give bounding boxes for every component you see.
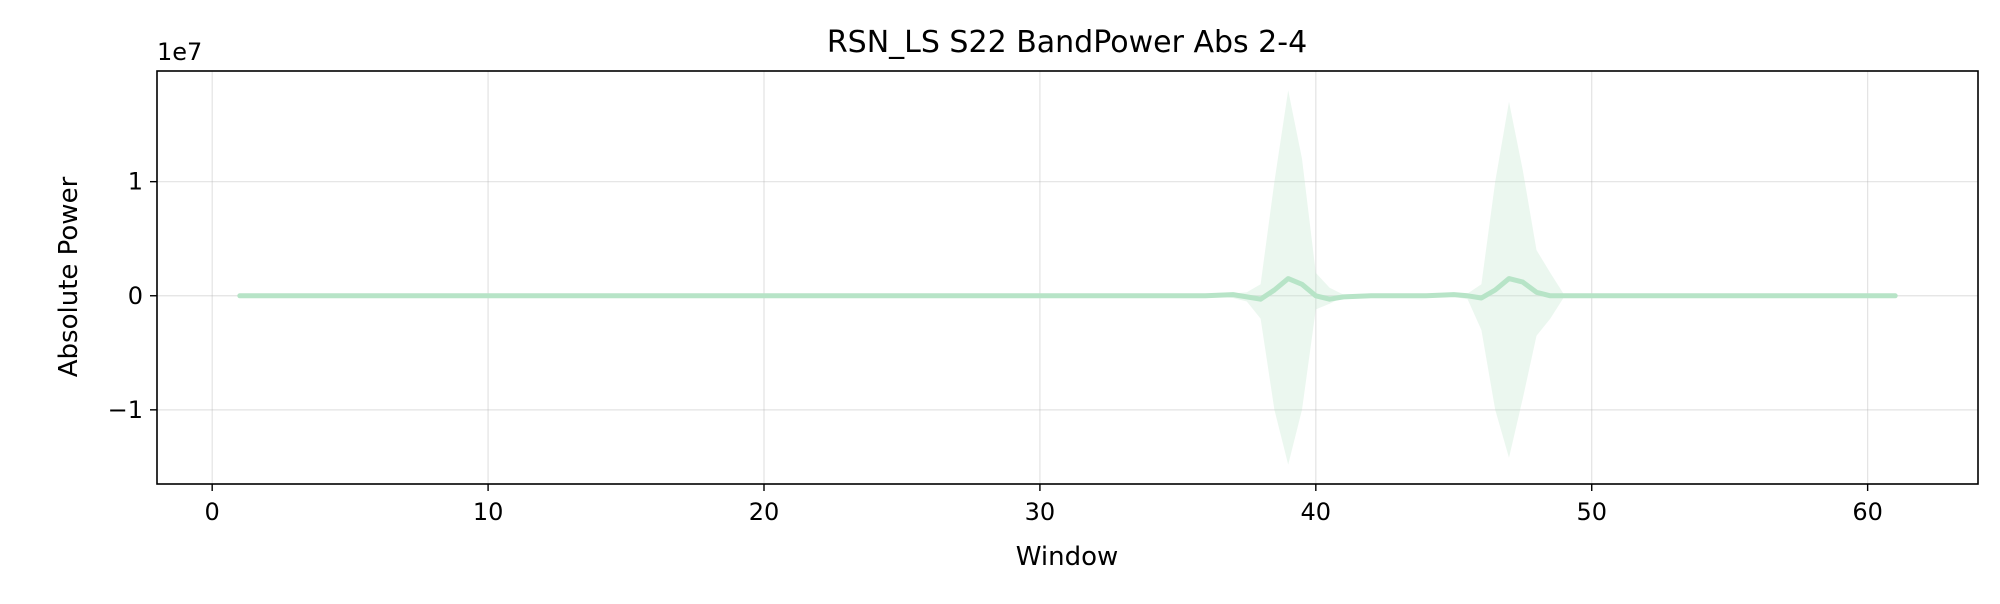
x-tick-label: 60	[1852, 498, 1883, 526]
y-tick-label: 0	[128, 282, 143, 310]
grid-layer	[157, 71, 1978, 484]
data-layer	[237, 90, 1898, 465]
x-axis-label: Window	[1016, 542, 1119, 572]
x-tick-label: 40	[1301, 498, 1332, 526]
plot-frame	[156, 70, 1979, 485]
y-offset-label: 1e7	[157, 38, 202, 66]
y-axis-label: Absolute Power	[54, 176, 84, 377]
axis-layer: 0 10 20 30 40 50 60 −1 0 1	[108, 168, 1883, 526]
chart-title: RSN_LS S22 BandPower Abs 2-4	[827, 25, 1307, 60]
x-tick-label: 10	[473, 498, 504, 526]
x-tick-label: 30	[1025, 498, 1056, 526]
x-tick-label: 50	[1576, 498, 1607, 526]
y-tick-label: −1	[108, 396, 143, 424]
series-mean-line	[237, 276, 1898, 302]
x-tick-label: 20	[749, 498, 780, 526]
y-tick-label: 1	[128, 168, 143, 196]
x-tick-label: 0	[205, 498, 220, 526]
